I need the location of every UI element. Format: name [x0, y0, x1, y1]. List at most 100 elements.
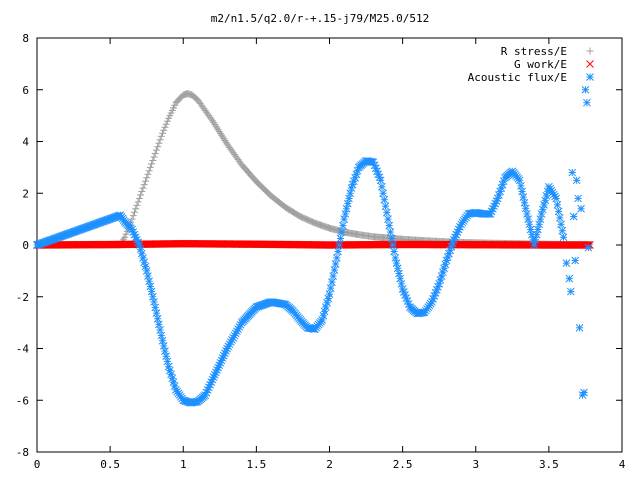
data-point — [339, 221, 347, 230]
data-point — [122, 230, 130, 238]
data-point — [159, 129, 167, 137]
data-point — [145, 167, 153, 175]
x-tick-label: 2.5 — [393, 458, 413, 471]
x-tick-label: 1 — [180, 458, 187, 471]
data-point — [221, 137, 229, 145]
series-1 — [33, 239, 594, 249]
x-tick-label: 3.5 — [539, 458, 559, 471]
data-point — [376, 176, 385, 185]
data-point — [129, 212, 137, 220]
data-point — [342, 204, 351, 213]
data-point — [156, 136, 164, 144]
legend-marker — [586, 47, 594, 55]
axis-ticks: 0 0.5 1 1.5 2 2.5 3 3.5 4 8 6 4 2 0 -2 -4 -6 -8 — [16, 32, 626, 471]
data-point — [149, 156, 157, 164]
data-point — [330, 266, 339, 274]
data-point — [346, 189, 355, 198]
data-point — [161, 347, 169, 355]
data-point — [318, 316, 327, 324]
data-point — [135, 194, 143, 202]
y-tick-label: -2 — [16, 291, 29, 304]
data-point — [559, 233, 568, 242]
data-point — [565, 274, 574, 283]
data-point — [555, 213, 564, 222]
y-tick-label: 8 — [22, 32, 29, 45]
legend-marker — [586, 73, 594, 81]
legend-label: Acoustic flux/E — [468, 71, 567, 84]
data-point — [211, 120, 219, 128]
data-point — [536, 215, 545, 223]
legend-marker — [586, 60, 594, 68]
data-point — [212, 122, 220, 130]
data-point — [142, 267, 151, 275]
data-point — [220, 135, 228, 143]
data-point — [583, 98, 591, 107]
data-point — [395, 269, 403, 278]
x-tick-label: 0 — [34, 458, 41, 471]
data-point — [138, 188, 146, 196]
data-point — [219, 133, 227, 141]
data-point — [337, 228, 346, 236]
data-point — [575, 323, 584, 332]
data-point — [382, 208, 391, 217]
data-point — [531, 235, 540, 244]
data-point — [157, 132, 165, 140]
data-point — [343, 199, 352, 208]
data-point — [141, 262, 150, 271]
data-point — [335, 241, 344, 249]
data-point — [574, 194, 582, 203]
data-point — [146, 282, 155, 291]
data-point — [389, 241, 397, 249]
data-point — [562, 259, 571, 267]
data-point — [215, 128, 223, 136]
data-point — [380, 195, 389, 204]
data-point — [210, 119, 218, 127]
y-tick-label: 0 — [22, 239, 29, 252]
data-point — [334, 247, 342, 256]
data-point — [325, 290, 334, 299]
data-point — [140, 258, 149, 267]
x-tick-label: 4 — [619, 458, 626, 471]
data-point — [162, 352, 171, 361]
data-point — [213, 124, 221, 132]
data-point — [159, 342, 168, 350]
data-point — [320, 307, 329, 316]
data-point — [384, 215, 392, 223]
data-point — [557, 220, 565, 229]
data-point — [154, 143, 162, 151]
data-point — [141, 177, 149, 185]
x-tick-label: 0.5 — [100, 458, 120, 471]
data-point — [163, 117, 171, 125]
data-point — [170, 382, 179, 390]
data-point — [329, 272, 338, 280]
data-point — [145, 277, 153, 286]
data-point — [523, 210, 531, 218]
data-point — [535, 220, 543, 229]
data-point — [391, 254, 400, 262]
data-point — [552, 194, 561, 203]
data-point — [336, 234, 345, 243]
data-point — [526, 225, 535, 234]
data-point — [137, 191, 145, 199]
data-point — [121, 233, 129, 241]
data-point — [163, 357, 172, 366]
data-point — [341, 210, 350, 218]
data-point — [379, 189, 387, 198]
chart-title: m2/n1.5/q2.0/r-+.15-j79/M25.0/512 — [211, 12, 430, 25]
data-point — [139, 184, 147, 192]
legend-label: R stress/E — [501, 45, 567, 58]
data-point — [146, 163, 154, 171]
data-point — [390, 247, 398, 256]
data-point — [551, 192, 559, 201]
data-point — [323, 298, 331, 307]
data-point — [331, 260, 340, 268]
data-point — [553, 201, 562, 209]
data-point — [340, 215, 348, 223]
data-point — [161, 123, 169, 131]
chart-marks — [33, 85, 594, 407]
data-point — [162, 120, 170, 128]
y-tick-label: -8 — [16, 446, 29, 459]
x-tick-label: 1.5 — [246, 458, 266, 471]
